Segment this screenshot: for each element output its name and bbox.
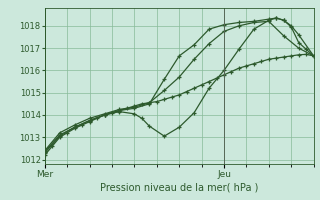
- X-axis label: Pression niveau de la mer( hPa ): Pression niveau de la mer( hPa ): [100, 183, 258, 193]
